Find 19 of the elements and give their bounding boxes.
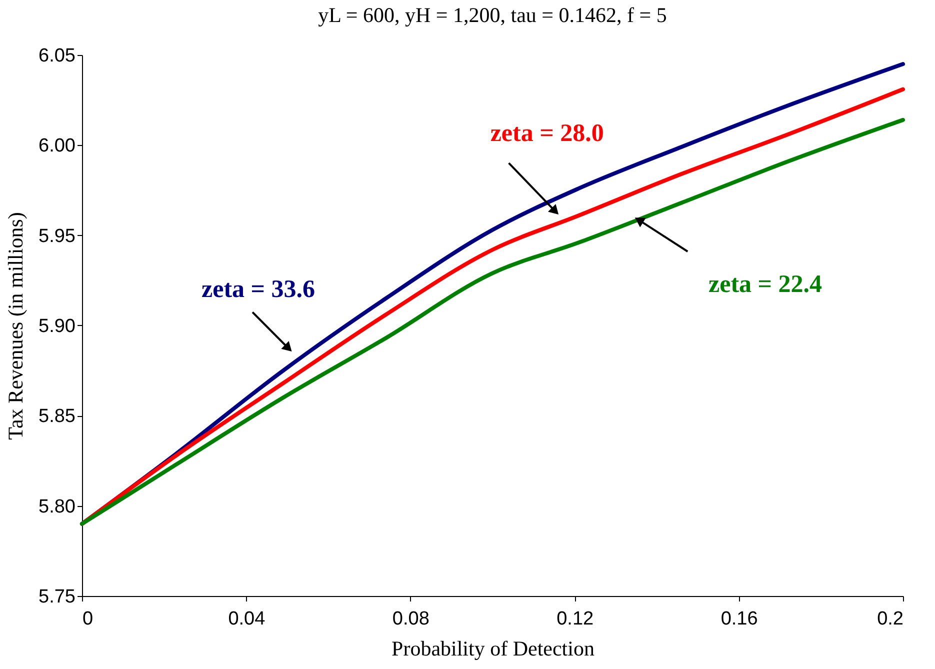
x-tick-label: 0.2 [877,608,904,630]
annotation: zeta = 28.0 [490,120,604,148]
y-tick-label: 5.95 [38,226,76,247]
x-axis-title: Probability of Detection [392,636,595,660]
x-tick-label: 0.16 [720,608,758,630]
y-tick-label: 5.90 [38,316,76,337]
y-axis-title: Tax Revenues (in millions) [4,212,28,440]
y-tick-label: 6.00 [38,136,76,157]
chart-title: yL = 600, yH = 1,200, tau = 0.1462, f = 5 [318,3,667,27]
x-tick-label: 0 [82,608,94,630]
y-tick-label: 5.80 [38,496,76,518]
y-tick-label: 6.05 [38,46,76,66]
y-tick-label: 5.85 [38,406,76,428]
annotation: zeta = 33.6 [201,276,316,304]
annotation: zeta = 22.4 [708,270,823,298]
x-tick-label: 0.04 [228,608,266,630]
y-tick-label: 5.75 [38,586,76,608]
x-tick-label: 0.08 [392,608,430,630]
x-tick-label: 0.12 [556,608,594,630]
